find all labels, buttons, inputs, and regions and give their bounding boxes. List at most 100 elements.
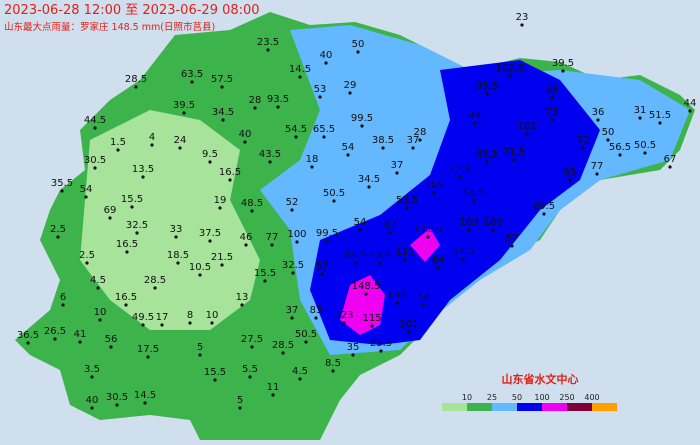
station-dot (90, 406, 94, 410)
station-value: 21.5 (211, 252, 233, 263)
station-dot (473, 121, 477, 125)
station-dot (388, 231, 392, 235)
station-dot (78, 340, 82, 344)
station-dot (331, 369, 335, 373)
station-value: 71.5 (503, 147, 525, 158)
station-value: 34.5 (212, 107, 234, 118)
station-dot (134, 85, 138, 89)
station-dot (367, 185, 371, 189)
station-value: 52 (286, 197, 299, 208)
station-value: 105 (424, 180, 443, 191)
station-dot (364, 292, 368, 296)
station-dot (53, 337, 57, 341)
station-value: 54.5 (285, 124, 307, 135)
station-value: 69.5 (533, 201, 555, 212)
station-dot (658, 121, 662, 125)
station-value: 102 (517, 121, 536, 132)
station-dot (304, 340, 308, 344)
station-dot (116, 148, 120, 152)
station-dot (298, 75, 302, 79)
station-dot (56, 235, 60, 239)
station-value: 121 (395, 247, 414, 258)
station-dot (436, 266, 440, 270)
station-value: 3.5 (84, 364, 100, 375)
station-value: 40 (86, 395, 99, 406)
station-value: 28 (414, 127, 427, 138)
station-dot (85, 261, 89, 265)
station-value: 15.5 (204, 367, 226, 378)
station-dot (240, 303, 244, 307)
station-value: 108 (483, 217, 502, 228)
station-dot (263, 279, 267, 283)
station-dot (290, 316, 294, 320)
station-dot (325, 239, 329, 243)
station-value: 35 (347, 342, 360, 353)
station-dot (351, 353, 355, 357)
legend-tick: 400 (584, 393, 599, 402)
station-value: 72.9 (449, 164, 471, 175)
station-dot (395, 301, 399, 305)
station-dot (210, 321, 214, 325)
station-value: 10.5 (189, 262, 211, 273)
station-dot (370, 324, 374, 328)
station-dot (542, 212, 546, 216)
station-dot (668, 165, 672, 169)
station-dot (405, 206, 409, 210)
station-dot (208, 239, 212, 243)
station-dot (84, 195, 88, 199)
station-value: 57 (506, 233, 519, 244)
station-value: 74 (417, 292, 430, 303)
station-dot (248, 375, 252, 379)
station-value: 107 (387, 290, 406, 301)
station-dot (290, 208, 294, 212)
station-dot (381, 146, 385, 150)
station-value: 18 (306, 154, 319, 165)
station-dot (218, 206, 222, 210)
station-dot (294, 135, 298, 139)
station-value: 77 (266, 232, 279, 243)
station-value: 14.5 (289, 64, 311, 75)
station-value: 13.5 (132, 164, 154, 175)
station-dot (332, 199, 336, 203)
station-dot (146, 355, 150, 359)
map-subtitle: 山东最大点雨量：罗家庄 148.5 mm(日照市莒县) (4, 21, 215, 33)
station-dot (472, 199, 476, 203)
station-dot (96, 286, 100, 290)
station-dot (346, 153, 350, 157)
station-value: 30.5 (106, 392, 128, 403)
station-value: 56.5 (609, 142, 631, 153)
station-value: 5 (197, 342, 203, 353)
station-value: 72 (577, 135, 590, 146)
station-value: 5.5 (242, 364, 258, 375)
station-dot (342, 321, 346, 325)
light-rain-area (80, 110, 260, 330)
station-dot (143, 401, 147, 405)
station-value: 6 (60, 292, 66, 303)
station-dot (596, 118, 600, 122)
legend-swatch (517, 403, 542, 411)
station-value: 63.5 (181, 69, 203, 80)
station-dot (178, 146, 182, 150)
station-dot (220, 263, 224, 267)
legend-tick: 250 (559, 393, 574, 402)
station-value: 100 (287, 229, 306, 240)
station-value: 44 (469, 110, 482, 121)
station-dot (618, 153, 622, 157)
station-dot (643, 151, 647, 155)
station-dot (358, 228, 362, 232)
station-value: 148.5 (352, 281, 381, 292)
station-value: 15.5 (254, 268, 276, 279)
station-dot (125, 250, 129, 254)
station-dot (228, 178, 232, 182)
station-value: 39.5 (173, 100, 195, 111)
station-value: 4.5 (292, 366, 308, 377)
station-dot (150, 143, 154, 147)
station-value: 44.5 (84, 115, 106, 126)
station-dot (320, 272, 324, 276)
station-value: 40 (239, 129, 252, 140)
station-value: 28.5 (272, 340, 294, 351)
station-dot (318, 95, 322, 99)
station-dot (525, 132, 529, 136)
station-value: 83 (310, 305, 323, 316)
